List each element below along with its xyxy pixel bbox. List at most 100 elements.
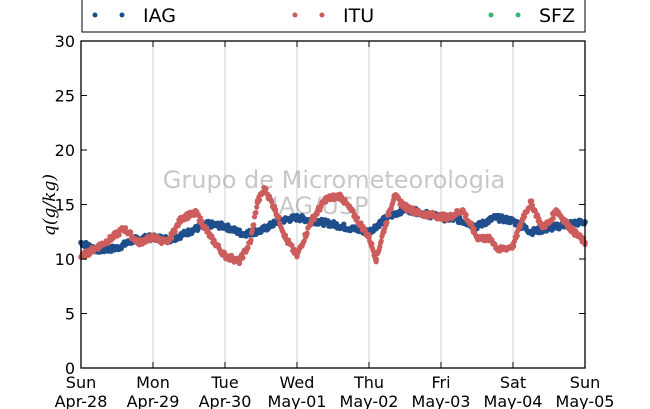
data-point <box>521 212 527 219</box>
data-point <box>150 234 156 240</box>
data-point <box>116 232 122 238</box>
data-point <box>135 239 142 246</box>
data-point <box>308 218 315 224</box>
y-axis-label: q(g/kg) <box>40 174 60 236</box>
legend-marker <box>319 12 325 18</box>
data-point <box>253 210 259 216</box>
y-tick-label: 5 <box>65 305 75 324</box>
x-tick-date: May-01 <box>268 392 327 409</box>
data-point <box>456 217 462 223</box>
legend: IAG ITU SFZ <box>81 0 586 33</box>
x-tick-date: May-05 <box>556 392 615 409</box>
data-point <box>510 243 516 249</box>
data-point <box>539 223 545 230</box>
data-point <box>380 229 387 235</box>
data-point <box>245 245 251 251</box>
legend-label: IAG <box>143 5 176 27</box>
data-point <box>261 185 268 191</box>
data-point <box>254 199 261 206</box>
y-axis: 0 5 10 15 20 25 30 <box>55 32 585 378</box>
x-tick-day: Fri <box>431 373 450 392</box>
data-point <box>258 227 264 234</box>
data-point <box>378 238 384 244</box>
data-point <box>222 252 228 259</box>
data-point <box>373 256 380 262</box>
data-point <box>459 207 466 213</box>
data-point <box>128 229 134 235</box>
data-point <box>276 214 282 220</box>
data-point <box>172 229 178 235</box>
x-tick-day: Tue <box>210 373 238 392</box>
data-point <box>193 210 199 216</box>
data-point <box>350 208 356 214</box>
x-axis: SunApr-28MonApr-29TueApr-30WedMay-01ThuM… <box>55 41 615 409</box>
data-point <box>391 193 398 199</box>
legend-marker <box>515 12 521 18</box>
data-point <box>294 252 300 259</box>
legend-marker <box>92 12 98 18</box>
data-point <box>92 245 99 251</box>
y-tick-label: 10 <box>55 250 75 269</box>
x-tick-day: Wed <box>280 373 315 392</box>
x-tick-day: Mon <box>136 373 170 392</box>
data-point <box>283 236 290 243</box>
y-tick-label: 15 <box>55 196 75 215</box>
data-point <box>567 225 574 232</box>
data-point <box>528 229 534 235</box>
data-point <box>510 218 516 224</box>
data-point <box>228 252 235 259</box>
legend-label: SFZ <box>539 5 575 27</box>
data-point <box>488 236 495 243</box>
data-point <box>114 245 120 251</box>
data-point <box>321 222 327 228</box>
y-tick-label: 0 <box>65 359 75 378</box>
data-point <box>240 255 246 261</box>
series-layer <box>78 185 588 267</box>
legend-frame <box>81 0 586 33</box>
x-tick-date: Apr-28 <box>55 392 108 409</box>
y-tick-label: 30 <box>55 32 75 51</box>
data-point <box>323 196 329 202</box>
data-point <box>249 227 255 233</box>
watermark-line-1: Grupo de Micrometeorologia <box>163 166 505 194</box>
data-point <box>254 204 260 210</box>
data-point <box>289 242 295 248</box>
data-point <box>304 230 310 236</box>
data-point <box>272 207 279 213</box>
x-tick-day: Thu <box>353 373 384 392</box>
data-point <box>169 235 175 241</box>
data-point <box>514 233 520 239</box>
data-point <box>463 212 469 218</box>
data-point <box>369 241 375 247</box>
legend-marker <box>119 12 125 18</box>
data-point <box>492 214 498 221</box>
grid <box>152 41 514 368</box>
data-point <box>351 212 358 219</box>
data-point <box>495 247 502 254</box>
data-point <box>247 239 253 246</box>
series-itu <box>78 185 588 267</box>
data-point <box>199 218 205 224</box>
data-point <box>179 214 185 221</box>
data-point <box>546 220 552 226</box>
data-point <box>269 199 275 205</box>
y-tick-label: 25 <box>55 87 75 106</box>
data-point <box>107 236 113 243</box>
data-point <box>337 193 344 199</box>
data-point <box>240 231 246 237</box>
data-point <box>366 234 372 240</box>
data-point <box>236 258 243 265</box>
data-point <box>314 211 320 217</box>
plot-area <box>81 41 585 368</box>
data-point <box>386 212 392 218</box>
x-tick-day: Sat <box>500 373 526 392</box>
data-point <box>564 218 570 224</box>
legend-label: ITU <box>343 5 374 27</box>
data-point <box>445 214 452 221</box>
x-tick-day: Sun <box>570 373 600 392</box>
data-point <box>186 229 192 235</box>
data-point <box>294 214 300 221</box>
x-tick-date: May-02 <box>340 392 399 409</box>
data-point <box>471 226 477 232</box>
